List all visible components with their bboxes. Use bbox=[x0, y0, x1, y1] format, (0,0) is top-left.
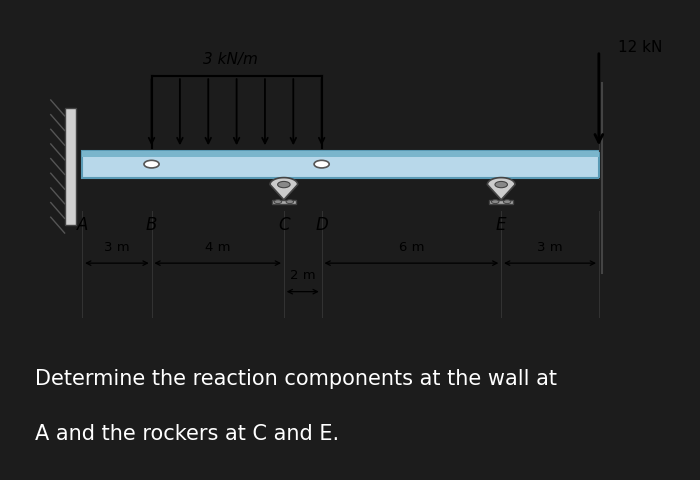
Text: 3 m: 3 m bbox=[104, 240, 130, 253]
Bar bbox=[83, 151, 599, 178]
Circle shape bbox=[274, 200, 281, 204]
Bar bbox=[83, 151, 599, 157]
Polygon shape bbox=[487, 178, 515, 200]
Text: E: E bbox=[496, 216, 507, 234]
Text: 6 m: 6 m bbox=[399, 240, 424, 253]
Bar bbox=[64, 108, 76, 225]
Bar bbox=[272, 200, 296, 204]
Bar bbox=[489, 200, 513, 204]
Circle shape bbox=[495, 181, 508, 188]
Text: D: D bbox=[315, 216, 328, 234]
Text: A and the rockers at C and E.: A and the rockers at C and E. bbox=[35, 424, 339, 444]
Text: B: B bbox=[146, 216, 158, 234]
Polygon shape bbox=[270, 178, 298, 200]
Circle shape bbox=[144, 160, 159, 168]
Text: Determine the reaction components at the wall at: Determine the reaction components at the… bbox=[35, 369, 557, 389]
Circle shape bbox=[314, 160, 329, 168]
Text: 4 m: 4 m bbox=[205, 240, 230, 253]
Text: 3 m: 3 m bbox=[537, 240, 563, 253]
Circle shape bbox=[491, 200, 499, 204]
Circle shape bbox=[278, 181, 290, 188]
Text: 3 kN/m: 3 kN/m bbox=[203, 52, 258, 67]
Circle shape bbox=[503, 200, 511, 204]
Text: 12 kN: 12 kN bbox=[617, 40, 662, 55]
Text: 2 m: 2 m bbox=[290, 269, 316, 282]
Circle shape bbox=[286, 200, 293, 204]
Text: C: C bbox=[278, 216, 290, 234]
Text: A: A bbox=[76, 216, 88, 234]
